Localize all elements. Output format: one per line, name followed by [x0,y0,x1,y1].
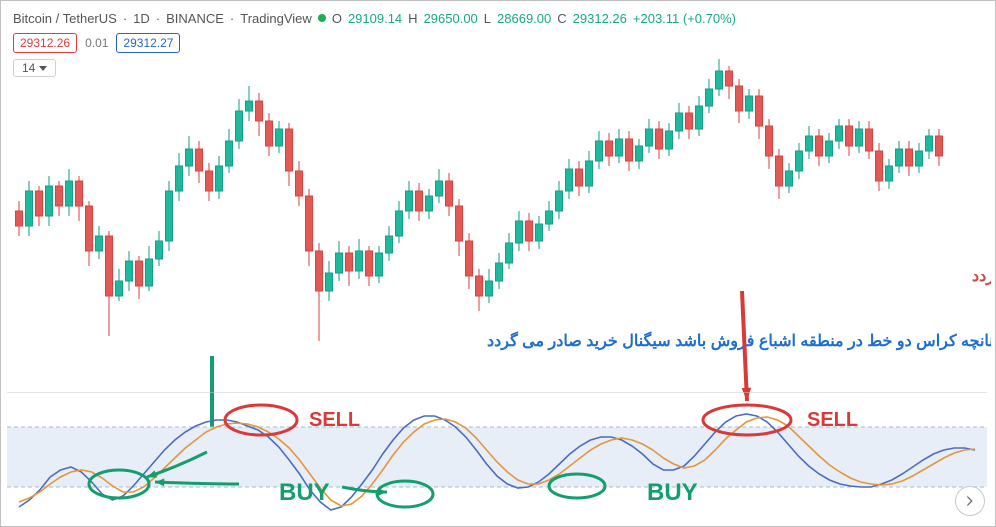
ohlc-readout: O29109.14H29650.00L28669.00C29312.26+203… [332,11,742,26]
stochastic-chart: SELL SELL BUY BUY [7,392,987,522]
chevron-right-icon [963,494,977,508]
svg-text:BUY: BUY [647,479,698,506]
scroll-right-button[interactable] [955,486,985,516]
candlestick-chart [7,41,987,341]
svg-text:BUY: BUY [279,479,330,506]
interval-label: 1D [133,11,150,26]
platform-label: TradingView [240,11,312,26]
symbol-label: Bitcoin / TetherUS [13,11,117,26]
market-status-icon [318,14,326,22]
exchange-label: BINANCE [166,11,224,26]
svg-text:SELL: SELL [309,409,360,431]
svg-text:SELL: SELL [807,409,858,431]
chart-header: Bitcoin / TetherUS · 1D · BINANCE · Trad… [13,7,983,29]
trading-chart-frame: Bitcoin / TetherUS · 1D · BINANCE · Trad… [0,0,996,527]
